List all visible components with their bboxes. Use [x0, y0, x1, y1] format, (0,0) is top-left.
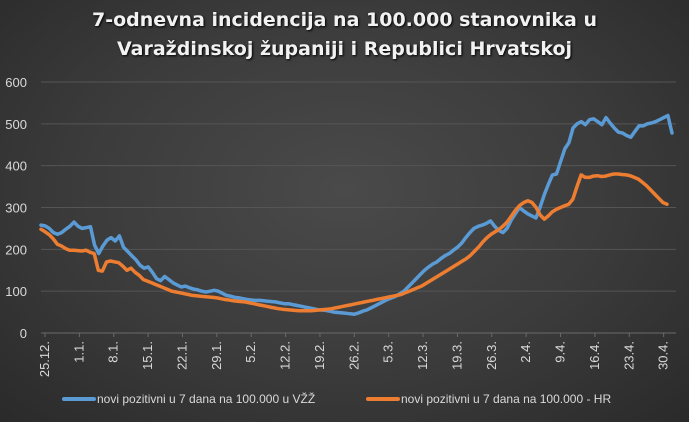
x-tick-label: 2.4.	[518, 341, 533, 363]
y-tick-label: 100	[5, 284, 27, 299]
series-lines	[39, 113, 674, 316]
x-tick-label: 5.2.	[243, 341, 258, 363]
x-tick-label: 15.1.	[140, 341, 155, 370]
y-axis-ticks: 0 100 200 300 400 500 600	[5, 75, 27, 341]
x-tick-label: 9.4.	[553, 341, 568, 363]
y-tick-label: 200	[5, 242, 27, 257]
x-tick-label: 16.4.	[587, 341, 602, 370]
chart-title-line-2: Varaždinskoj županiji i Republici Hrvats…	[116, 38, 573, 60]
x-tick-label: 22.1.	[174, 341, 189, 370]
x-tick-label: 30.4.	[656, 341, 671, 370]
series-line-hr	[39, 172, 669, 313]
x-tick-label: 19.2.	[312, 341, 327, 370]
legend-item-vzz: novi pozitivni u 7 dana na 100.000 u VŽŽ	[62, 392, 315, 406]
x-tick-label: 19.3.	[449, 341, 464, 370]
x-tick-label: 26.3.	[484, 341, 499, 370]
y-tick-label: 400	[5, 159, 27, 174]
legend-swatch-orange	[366, 397, 400, 401]
x-tick-label: 5.3.	[381, 341, 396, 363]
legend-item-hr: novi pozitivni u 7 dana na 100.000 - HR	[366, 392, 611, 406]
x-tick-label: 12.2.	[278, 341, 293, 370]
x-tick-label: 25.12.	[37, 341, 52, 377]
x-tick-label: 12.3.	[415, 341, 430, 370]
legend-label-vzz: novi pozitivni u 7 dana na 100.000 u VŽŽ	[97, 392, 316, 406]
legend-swatch-blue	[62, 397, 96, 401]
chart-title: 7-odnevna incidencija na 100.000 stanovn…	[0, 6, 689, 64]
x-tick-label: 23.4.	[621, 341, 636, 370]
y-tick-label: 500	[5, 117, 27, 132]
series-line-vzz	[39, 113, 674, 316]
x-tick-label: 26.2.	[346, 341, 361, 370]
x-axis: 25.12. 1.1. 8.1. 15.1. 22.1. 29.1. 5.2. 12.2. 19…	[37, 333, 671, 377]
y-tick-label: 0	[20, 326, 27, 341]
legend-label-hr: novi pozitivni u 7 dana na 100.000 - HR	[401, 392, 612, 406]
gridlines	[41, 81, 676, 334]
x-tick-label: 1.1.	[71, 341, 86, 363]
x-tick-label: 8.1.	[106, 341, 121, 363]
y-tick-label: 600	[5, 75, 27, 90]
x-tick-label: 29.1.	[209, 341, 224, 370]
legend: novi pozitivni u 7 dana na 100.000 u VŽŽ…	[0, 392, 689, 414]
y-tick-label: 300	[5, 201, 27, 216]
chart-title-line-1: 7-odnevna incidencija na 100.000 stanovn…	[91, 9, 597, 31]
